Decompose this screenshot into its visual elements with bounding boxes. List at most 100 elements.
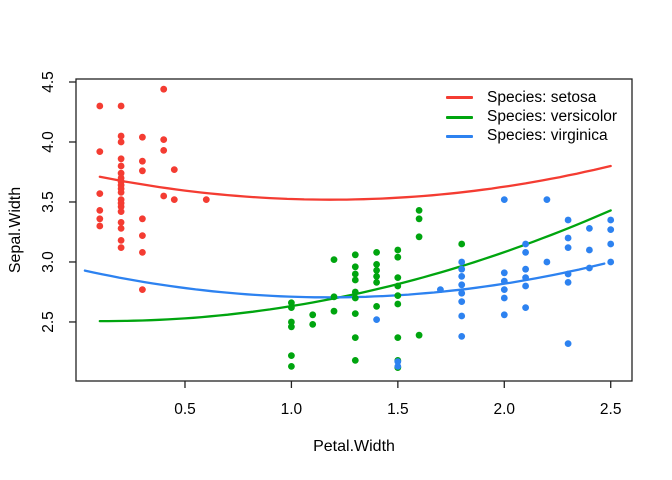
data-point-virginica	[586, 264, 593, 272]
data-point-virginica	[586, 225, 593, 232]
legend-item-virginica: Species: virginica	[446, 127, 617, 146]
data-point-setosa	[117, 244, 125, 252]
data-point-setosa	[202, 196, 210, 204]
data-point-virginica	[564, 279, 572, 286]
legend-item-setosa: Species: setosa	[446, 88, 617, 107]
data-point-setosa	[117, 169, 125, 177]
legend-label-versicolor: Species: versicolor	[487, 108, 618, 126]
legend-line-setosa	[446, 96, 473, 100]
data-point-setosa	[117, 219, 125, 226]
data-point-virginica	[500, 277, 508, 285]
data-point-setosa	[139, 215, 146, 223]
x-axis-tick-label: 2.5	[600, 401, 622, 418]
data-point-versicolor	[330, 307, 338, 315]
data-point-setosa	[160, 136, 168, 144]
data-point-setosa	[96, 102, 104, 110]
data-point-versicolor	[351, 357, 359, 364]
legend-item-versicolor: Species: versicolor	[446, 107, 617, 126]
data-point-virginica	[373, 316, 380, 323]
data-point-virginica	[543, 258, 551, 266]
data-point-virginica	[394, 363, 402, 370]
data-point-versicolor	[373, 273, 380, 280]
data-point-virginica	[564, 270, 572, 278]
data-point-virginica	[564, 216, 572, 224]
data-point-setosa	[170, 166, 178, 174]
data-point-setosa	[117, 237, 125, 244]
data-point-versicolor	[351, 251, 359, 259]
data-point-setosa	[96, 215, 104, 223]
data-point-versicolor	[415, 233, 423, 241]
data-point-versicolor	[330, 293, 338, 301]
data-point-setosa	[139, 232, 146, 240]
data-point-virginica	[522, 304, 529, 311]
x-axis-title: Petal.Width	[313, 438, 395, 455]
data-point-virginica	[607, 258, 615, 266]
data-point-virginica	[500, 294, 508, 302]
data-point-setosa	[139, 249, 146, 256]
data-point-versicolor	[309, 311, 317, 319]
y-axis-tick-label: 4.5	[40, 71, 57, 93]
data-point-versicolor	[373, 249, 380, 256]
y-axis-tick-label: 3.5	[40, 191, 57, 213]
data-point-versicolor	[415, 331, 423, 339]
legend-line-versicolor	[446, 115, 473, 119]
legend: Species: setosa Species: versicolor Spec…	[446, 88, 617, 146]
y-axis-tick-label: 2.5	[40, 311, 57, 333]
data-point-virginica	[522, 265, 529, 273]
data-point-virginica	[500, 196, 508, 204]
data-point-versicolor	[288, 304, 295, 311]
data-point-setosa	[117, 102, 125, 110]
data-point-versicolor	[309, 321, 317, 328]
data-point-virginica	[458, 281, 466, 289]
data-point-versicolor	[394, 292, 402, 299]
data-point-virginica	[458, 298, 466, 305]
legend-line-virginica	[446, 134, 473, 138]
data-point-versicolor	[330, 256, 338, 263]
data-point-versicolor	[288, 299, 295, 307]
fit-curve-virginica	[83, 262, 606, 299]
data-point-virginica	[543, 196, 551, 204]
data-point-setosa	[139, 167, 146, 175]
data-point-setosa	[160, 192, 168, 200]
data-point-versicolor	[394, 282, 402, 290]
data-point-versicolor	[288, 363, 295, 370]
x-axis-tick-label: 1.5	[387, 401, 409, 418]
fit-curve-setosa	[98, 164, 612, 201]
legend-label-setosa: Species: setosa	[487, 88, 597, 106]
x-axis-tick-label: 0.5	[174, 401, 196, 418]
data-point-setosa	[139, 157, 146, 165]
data-point-versicolor	[394, 334, 402, 341]
data-point-virginica	[458, 289, 466, 297]
data-point-versicolor	[394, 300, 402, 308]
legend-label-virginica: Species: virginica	[487, 127, 608, 145]
data-point-versicolor	[351, 263, 359, 271]
data-point-setosa	[96, 190, 104, 198]
data-point-setosa	[160, 147, 168, 154]
data-point-virginica	[458, 265, 466, 273]
data-point-virginica	[394, 358, 402, 365]
data-point-virginica	[500, 286, 508, 293]
data-point-setosa	[139, 286, 146, 293]
data-point-virginica	[607, 226, 615, 234]
data-point-versicolor	[351, 270, 359, 278]
y-axis-tick-label: 3.0	[40, 251, 57, 273]
data-point-virginica	[500, 269, 508, 277]
data-point-virginica	[564, 234, 572, 242]
data-point-versicolor	[373, 267, 380, 274]
data-point-virginica	[522, 274, 529, 281]
data-point-setosa	[117, 138, 125, 146]
data-point-setosa	[139, 133, 146, 141]
data-point-setosa	[96, 207, 104, 214]
data-point-versicolor	[288, 352, 295, 359]
data-point-virginica	[458, 333, 466, 340]
data-point-setosa	[117, 132, 125, 140]
data-point-setosa	[117, 162, 125, 170]
data-point-virginica	[458, 258, 466, 266]
data-point-setosa	[96, 148, 104, 156]
data-point-versicolor	[351, 334, 359, 341]
data-point-versicolor	[394, 274, 402, 281]
x-axis-tick-label: 2.0	[494, 401, 516, 418]
data-point-setosa	[160, 85, 168, 93]
